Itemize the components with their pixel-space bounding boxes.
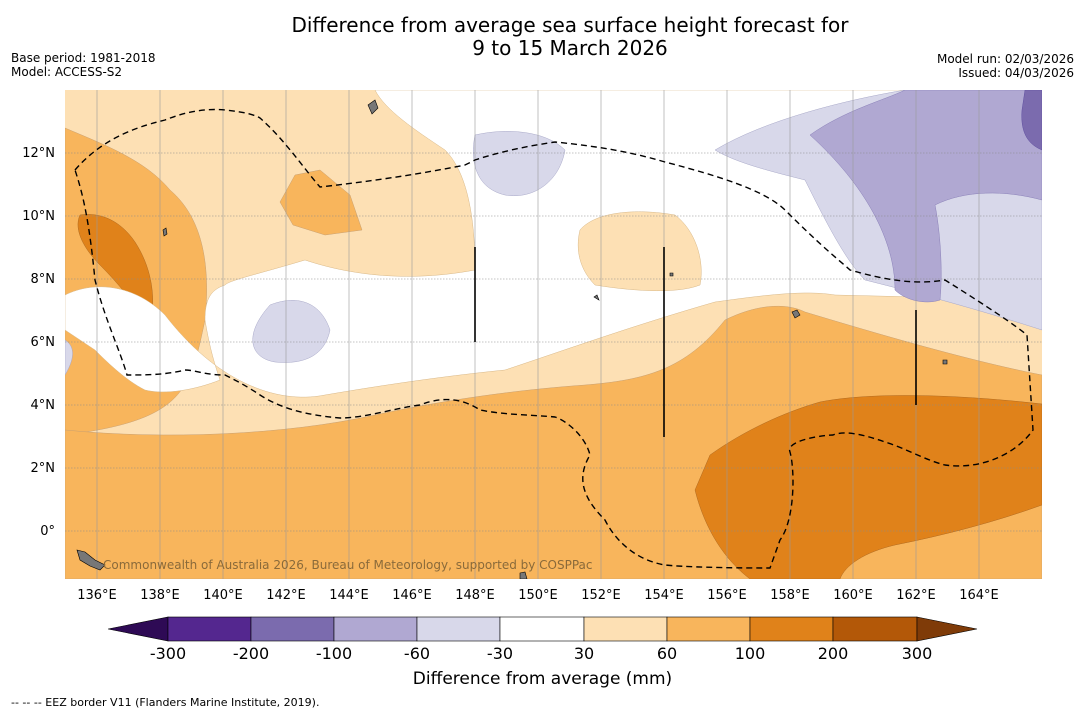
colorbar-title: Difference from average (mm) bbox=[412, 669, 673, 689]
lon-label: 138°E bbox=[140, 588, 180, 603]
eez-borders bbox=[74, 108, 1034, 569]
meridians bbox=[96, 90, 980, 579]
model-run: Model run: 02/03/2026 bbox=[936, 52, 1074, 66]
island bbox=[162, 227, 168, 237]
colorbar-segment bbox=[167, 616, 252, 642]
colorbar-tick-label: 300 bbox=[901, 644, 933, 663]
lon-label: 136°E bbox=[77, 588, 117, 603]
colorbar-tick-label: 60 bbox=[656, 644, 678, 663]
issued-date: Issued: 04/03/2026 bbox=[958, 66, 1074, 80]
sea-height-map bbox=[65, 90, 1042, 579]
lon-label: 164°E bbox=[959, 588, 999, 603]
meta-left: Base period: 1981-2018 Model: ACCESS-S2 bbox=[11, 51, 156, 79]
lon-label: 148°E bbox=[455, 588, 495, 603]
lon-label: 140°E bbox=[203, 588, 243, 603]
island bbox=[791, 309, 801, 319]
colorbar-tick-label: -100 bbox=[315, 644, 353, 663]
lon-label: 146°E bbox=[392, 588, 432, 603]
copyright-text: Commonwealth of Australia 2026, Bureau o… bbox=[103, 558, 593, 572]
lat-label: 0° bbox=[40, 524, 55, 539]
island bbox=[519, 571, 528, 579]
eez-legend: -- -- -- EEZ border V11 (Flanders Marine… bbox=[11, 696, 320, 709]
lon-label: 142°E bbox=[266, 588, 306, 603]
anomaly-neg100-neg200-region bbox=[1021, 90, 1042, 151]
lat-label: 8°N bbox=[30, 272, 56, 287]
colorbar-right-arrow bbox=[916, 616, 978, 642]
colorbar-segment bbox=[333, 616, 418, 642]
colorbar-tick-label: -60 bbox=[403, 644, 431, 663]
lat-label: 10°N bbox=[22, 209, 55, 224]
anomaly-neg60-neg100-region bbox=[809, 90, 1042, 303]
colorbar-segment bbox=[499, 616, 585, 642]
island bbox=[593, 294, 600, 301]
colorbar-tick-label: -300 bbox=[149, 644, 187, 663]
colorbar-tick-label: 100 bbox=[734, 644, 766, 663]
lat-label: 12°N bbox=[22, 146, 55, 161]
island bbox=[669, 272, 674, 277]
markers bbox=[474, 247, 917, 437]
graticule bbox=[65, 152, 1042, 532]
lat-label: 4°N bbox=[30, 398, 56, 413]
island bbox=[942, 359, 948, 365]
colorbar-segment bbox=[250, 616, 335, 642]
lon-label: 150°E bbox=[518, 588, 558, 603]
colorbar-tick-label: 200 bbox=[817, 644, 849, 663]
lon-label: 144°E bbox=[329, 588, 369, 603]
colorbar-segment bbox=[832, 616, 918, 642]
islands bbox=[76, 99, 948, 579]
colorbar-tick-label: -30 bbox=[486, 644, 514, 663]
lat-label: 6°N bbox=[30, 335, 56, 350]
colorbar-svg bbox=[107, 616, 978, 642]
title-line-1: Difference from average sea surface heig… bbox=[291, 13, 849, 37]
anomaly-30-60-patch bbox=[577, 211, 702, 291]
island bbox=[367, 99, 379, 115]
island bbox=[76, 549, 106, 571]
base-period: Base period: 1981-2018 bbox=[11, 51, 156, 65]
lon-label: 156°E bbox=[707, 588, 747, 603]
colorbar-segment bbox=[583, 616, 668, 642]
colorbar-left-arrow bbox=[107, 616, 169, 642]
colorbar-tick-label: -200 bbox=[232, 644, 270, 663]
colorbar-segment bbox=[749, 616, 834, 642]
lon-label: 154°E bbox=[644, 588, 684, 603]
lon-label: 158°E bbox=[770, 588, 810, 603]
lon-label: 152°E bbox=[581, 588, 621, 603]
colorbar-tick-label: 30 bbox=[573, 644, 595, 663]
colorbar-segment bbox=[416, 616, 501, 642]
lon-label: 160°E bbox=[833, 588, 873, 603]
map-svg bbox=[65, 90, 1042, 579]
lon-label: 162°E bbox=[896, 588, 936, 603]
model-name: Model: ACCESS-S2 bbox=[11, 65, 123, 79]
title-line-2: 9 to 15 March 2026 bbox=[472, 36, 668, 60]
colorbar bbox=[107, 615, 978, 647]
meta-right: Model run: 02/03/2026 Issued: 04/03/2026 bbox=[937, 52, 1074, 80]
map-title: Difference from average sea surface heig… bbox=[0, 14, 1085, 60]
lat-label: 2°N bbox=[30, 461, 56, 476]
colorbar-segment bbox=[666, 616, 751, 642]
